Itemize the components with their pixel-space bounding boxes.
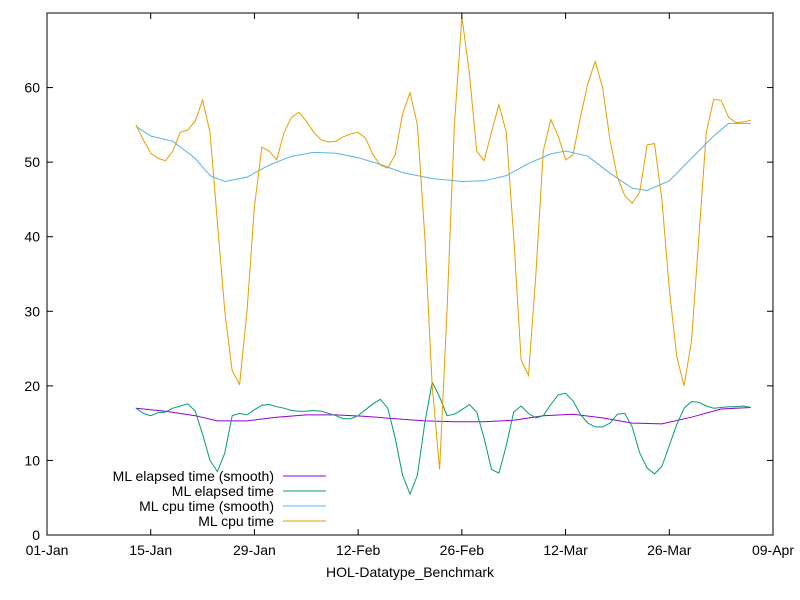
- x-tick-label: 15-Jan: [129, 542, 172, 558]
- plot-border: [46, 12, 774, 536]
- series-line-3: [135, 16, 751, 470]
- legend-label-1: ML elapsed time: [172, 483, 274, 499]
- series-line-0: [135, 407, 751, 425]
- x-tick-label: 01-Jan: [26, 542, 69, 558]
- y-tick-label: 40: [24, 229, 40, 245]
- y-tick-label: 0: [32, 527, 40, 543]
- y-tick-label: 20: [24, 378, 40, 394]
- x-axis-label: HOL-Datatype_Benchmark: [326, 564, 495, 580]
- x-tick-label: 12-Mar: [543, 542, 588, 558]
- legend-label-2: ML cpu time (smooth): [139, 498, 274, 514]
- legend: ML elapsed time (smooth)ML elapsed timeM…: [113, 468, 326, 529]
- y-tick-label: 10: [24, 452, 40, 468]
- legend-label-0: ML elapsed time (smooth): [113, 468, 274, 484]
- x-tick-label: 26-Feb: [440, 542, 485, 558]
- legend-label-3: ML cpu time: [198, 513, 274, 529]
- series-layer: [135, 16, 751, 496]
- series-line-1: [135, 380, 751, 496]
- x-tick-label: 29-Jan: [233, 542, 276, 558]
- tick-layer: 0 10 20 30 40 50 60 01-Jan 15-Jan 29-Jan 12-Feb 26-…: [24, 13, 794, 558]
- x-tick-label: 12-Feb: [336, 542, 381, 558]
- x-tick-label: 09-Apr: [752, 542, 794, 558]
- x-tick-label: 26-Mar: [647, 542, 692, 558]
- y-tick-label: 60: [24, 80, 40, 96]
- series-line-2: [135, 122, 751, 192]
- y-tick-label: 30: [24, 303, 40, 319]
- y-tick-label: 50: [24, 154, 40, 170]
